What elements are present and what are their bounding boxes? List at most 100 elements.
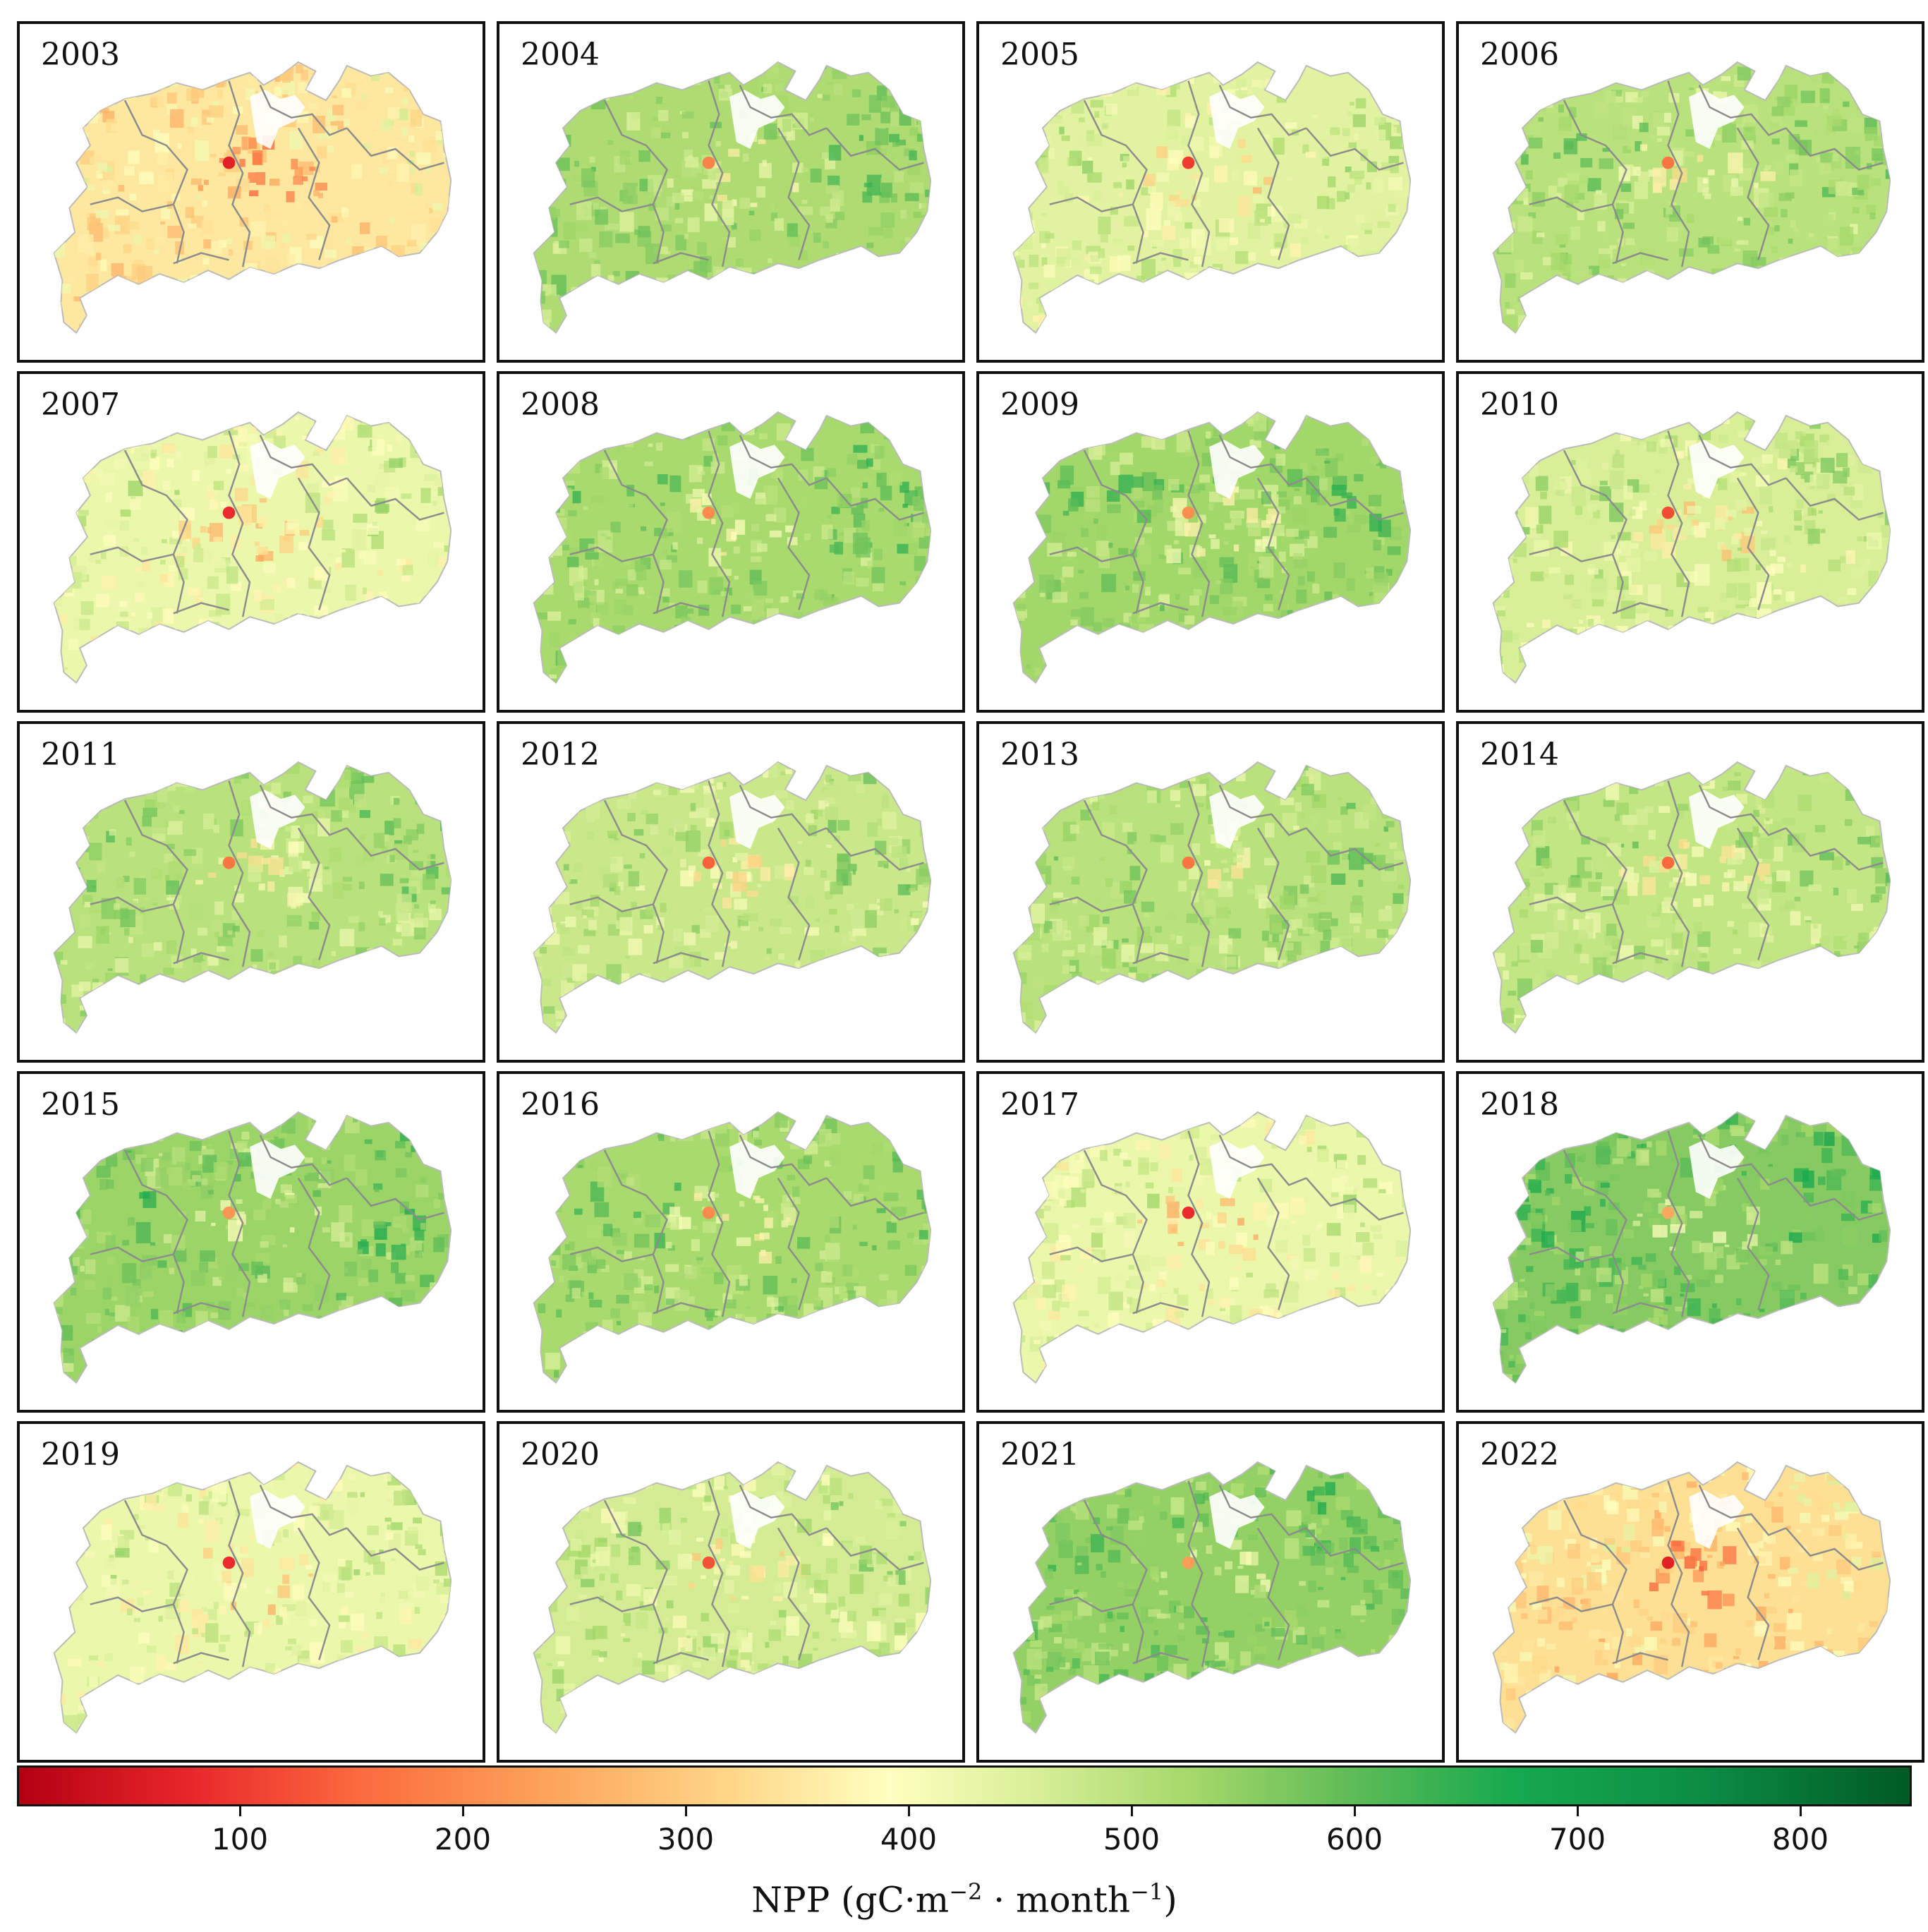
admin-border <box>1132 252 1189 265</box>
admin-border <box>1529 196 1613 212</box>
admin-border <box>739 785 827 836</box>
map-panel-2016: 2016 <box>497 1071 965 1413</box>
admin-border <box>777 477 811 610</box>
admin-border <box>708 1480 731 1667</box>
admin-border <box>603 449 668 614</box>
admin-border <box>228 430 251 617</box>
admin-border <box>173 252 229 265</box>
admin-border <box>228 780 251 967</box>
year-label: 2016 <box>521 1087 600 1123</box>
admin-border <box>1083 1149 1148 1314</box>
admin-border <box>708 430 731 617</box>
admin-border <box>1049 1596 1134 1612</box>
map-panel-2004: 2004 <box>497 21 965 363</box>
admin-border <box>1667 1480 1690 1667</box>
colorbar-tick <box>462 1806 464 1816</box>
admin-border <box>1049 1246 1134 1262</box>
admin-border <box>1612 952 1668 965</box>
admin-border <box>1218 435 1307 486</box>
admin-border <box>1187 1480 1211 1667</box>
admin-border <box>173 952 229 965</box>
year-label: 2020 <box>521 1437 600 1473</box>
admin-border <box>603 1499 668 1664</box>
admin-border <box>123 799 188 964</box>
admin-border <box>1667 1130 1690 1317</box>
admin-border <box>825 477 924 521</box>
admin-border <box>1785 127 1884 171</box>
npp-map-2003 <box>53 61 452 334</box>
admin-border <box>259 1485 348 1536</box>
admin-border <box>259 435 348 486</box>
admin-border <box>1256 127 1290 260</box>
admin-border <box>739 1135 827 1186</box>
npp-map-2016 <box>533 1111 932 1384</box>
admin-border <box>1132 1302 1189 1315</box>
colorbar-tick <box>239 1806 241 1816</box>
admin-border <box>653 952 709 965</box>
map-panel-2015: 2015 <box>17 1071 485 1413</box>
colorbar-tick <box>1577 1806 1579 1816</box>
admin-border <box>90 896 174 912</box>
admin-border <box>297 127 331 260</box>
npp-map-2019 <box>53 1461 452 1734</box>
colorbar-tick <box>1131 1806 1133 1816</box>
admin-border <box>1132 1652 1189 1665</box>
colorbar-tick-label: 300 <box>657 1822 715 1856</box>
colorbar-tick-label: 600 <box>1326 1822 1383 1856</box>
admin-border <box>1785 827 1884 871</box>
admin-border <box>1736 1177 1770 1310</box>
admin-border <box>1563 99 1627 264</box>
admin-border <box>1049 196 1134 212</box>
admin-border <box>90 196 174 212</box>
map-panel-2017: 2017 <box>976 1071 1445 1413</box>
admin-border <box>1218 1135 1307 1186</box>
admin-border <box>1083 799 1148 964</box>
admin-border <box>228 80 251 267</box>
npp-map-2020 <box>533 1461 932 1734</box>
year-label: 2004 <box>521 37 600 73</box>
map-panel-2012: 2012 <box>497 721 965 1063</box>
map-panel-2011: 2011 <box>17 721 485 1063</box>
npp-map-2005 <box>1012 61 1412 334</box>
admin-border <box>1049 546 1134 562</box>
admin-border <box>1187 1130 1211 1317</box>
year-label: 2018 <box>1480 1087 1559 1123</box>
year-label: 2007 <box>41 387 120 423</box>
admin-border <box>1563 449 1627 614</box>
admin-border <box>1698 85 1787 136</box>
admin-border <box>228 1130 251 1317</box>
admin-border <box>1218 85 1307 136</box>
colorbar-tick-label: 400 <box>880 1822 938 1856</box>
npp-map-2015 <box>53 1111 452 1384</box>
admin-border <box>346 127 444 171</box>
colorbar-section: 100 200 300 400 500 600 700 800 NPP (gC·m−2 · m… <box>17 1765 1912 1932</box>
admin-border <box>603 799 668 964</box>
npp-map-2004 <box>533 61 932 334</box>
admin-border <box>1563 1499 1627 1664</box>
admin-border <box>1785 1527 1884 1571</box>
admin-border <box>653 602 709 615</box>
admin-border <box>825 127 924 171</box>
admin-border <box>1736 477 1770 610</box>
admin-border <box>1187 80 1211 267</box>
map-panel-2019: 2019 <box>17 1421 485 1763</box>
npp-map-2010 <box>1492 411 1891 684</box>
admin-border <box>1256 477 1290 610</box>
admin-border <box>1305 1177 1404 1221</box>
region-fill <box>53 1461 452 1734</box>
admin-border <box>708 80 731 267</box>
colorbar-label-exp1: −2 <box>949 1878 983 1905</box>
admin-border <box>777 1177 811 1310</box>
colorbar-label-exp2: −1 <box>1130 1878 1164 1905</box>
colorbar-tick-label: 100 <box>211 1822 269 1856</box>
npp-map-2009 <box>1012 411 1412 684</box>
npp-map-2017 <box>1012 1111 1412 1384</box>
admin-border <box>825 827 924 871</box>
year-label: 2005 <box>1000 37 1079 73</box>
admin-border <box>123 99 188 264</box>
admin-border <box>259 1135 348 1186</box>
admin-border <box>1736 1527 1770 1660</box>
admin-border <box>1529 1246 1613 1262</box>
admin-border <box>1698 435 1787 486</box>
admin-border <box>653 1652 709 1665</box>
